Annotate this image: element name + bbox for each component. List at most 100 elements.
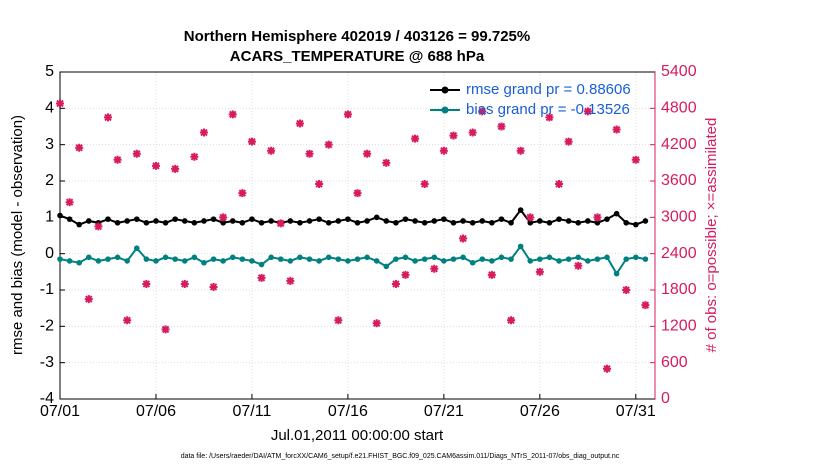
obs-marker <box>516 146 525 155</box>
obs-marker <box>391 279 400 288</box>
y-tick-label: 2 <box>45 172 54 189</box>
series-marker <box>373 214 380 221</box>
obs-marker <box>449 131 458 140</box>
series-marker <box>210 216 217 222</box>
obs-marker <box>612 125 621 134</box>
series-marker <box>537 256 543 262</box>
y-tick-label: -1 <box>40 281 54 298</box>
series-marker <box>441 216 447 222</box>
series-marker <box>153 258 159 264</box>
obs-marker <box>171 164 180 173</box>
obs-marker <box>94 222 103 231</box>
obs-marker <box>305 149 314 158</box>
series-marker <box>469 219 476 226</box>
series-marker <box>383 263 390 270</box>
series-marker <box>297 219 303 226</box>
obs-marker <box>190 152 199 161</box>
obs-marker <box>487 270 496 279</box>
series-marker <box>153 218 159 224</box>
series-marker <box>537 218 543 224</box>
series-marker <box>57 212 63 219</box>
series-marker <box>201 218 207 224</box>
series-marker <box>191 219 198 226</box>
series-marker <box>133 245 140 252</box>
series-marker <box>268 254 274 261</box>
series-marker <box>306 256 313 262</box>
series-marker <box>393 256 399 262</box>
series-marker <box>613 210 620 217</box>
obs-marker <box>151 161 160 170</box>
obs-marker <box>209 282 218 291</box>
y2-tick-label: 4800 <box>661 100 697 117</box>
series-marker <box>613 270 620 277</box>
obs-marker <box>420 180 429 189</box>
series-marker <box>479 256 486 262</box>
chart-title: Northern Hemisphere 402019 / 403126 = 99… <box>184 28 530 45</box>
obs-marker <box>132 149 141 158</box>
series-marker <box>143 219 150 226</box>
series-marker <box>469 259 476 266</box>
series-marker <box>527 219 534 226</box>
obs-marker <box>276 219 285 228</box>
obs-marker <box>295 119 304 128</box>
series-marker <box>345 258 351 264</box>
series-marker <box>517 207 524 213</box>
obs-marker <box>641 301 650 310</box>
series-marker <box>181 218 188 224</box>
series-marker <box>623 219 630 226</box>
series-marker <box>565 218 572 224</box>
y2-tick-label: 3600 <box>661 172 697 189</box>
series-marker <box>114 254 121 261</box>
series-marker <box>594 219 601 226</box>
obs-marker <box>363 149 372 158</box>
series-marker <box>133 216 140 222</box>
obs-marker <box>372 319 381 328</box>
series-marker <box>460 254 466 261</box>
obs-marker <box>622 286 631 294</box>
obs-marker <box>56 99 64 108</box>
series-marker <box>76 221 82 228</box>
y-tick-label: -3 <box>40 354 54 371</box>
x-tick-label: 07/06 <box>136 403 176 420</box>
y-tick-label: -4 <box>40 390 54 407</box>
obs-marker <box>65 198 74 207</box>
series-marker <box>364 218 370 224</box>
y2-tick-label: 2400 <box>661 245 697 262</box>
series-marker <box>316 216 322 222</box>
obs-marker <box>497 122 506 131</box>
legend-marker <box>441 106 449 114</box>
obs-marker <box>123 316 132 325</box>
series-marker <box>66 216 73 222</box>
obs-marker <box>199 128 208 137</box>
series-marker <box>393 219 399 226</box>
obs-marker <box>439 146 448 155</box>
series-marker <box>373 258 380 264</box>
series-marker <box>460 218 466 224</box>
obs-marker <box>75 143 84 152</box>
series-marker <box>546 219 553 226</box>
y2-tick-label: 1200 <box>661 318 697 335</box>
series-marker <box>172 256 178 262</box>
obs-marker <box>113 155 122 164</box>
x-tick-label: 07/26 <box>520 403 560 420</box>
series-marker <box>450 256 457 262</box>
series-marker <box>364 254 370 261</box>
y2-tick-label: 1800 <box>661 281 697 298</box>
obs-marker <box>247 137 256 146</box>
series-marker <box>633 254 639 261</box>
series-marker <box>517 243 524 250</box>
series-marker <box>642 218 649 224</box>
series-marker <box>85 218 92 224</box>
series-marker <box>604 216 610 222</box>
obs-marker <box>430 264 439 273</box>
y2-tick-label: 5400 <box>661 63 697 80</box>
series-marker <box>239 219 246 226</box>
y-axis-label: rmse and bias (model - observation) <box>9 115 26 355</box>
plot-area <box>60 72 655 399</box>
series-marker <box>335 218 342 224</box>
series-marker <box>412 258 418 264</box>
obs-marker <box>103 113 112 122</box>
series-marker <box>268 218 274 224</box>
series-marker <box>229 218 236 224</box>
series-marker <box>345 216 351 222</box>
